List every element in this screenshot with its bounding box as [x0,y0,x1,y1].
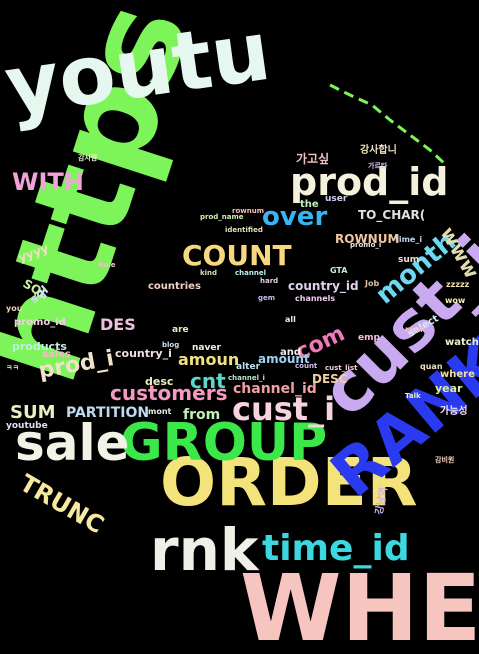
cloud-word: ROWNUM [335,232,399,246]
cloud-word: prod_name [200,213,244,221]
cloud-word: amoun [178,350,239,369]
cloud-word: channel_i [228,374,265,382]
cloud-word: identified [225,226,263,234]
cloud-word: kind [200,269,217,277]
cloud-word: products [12,340,67,353]
cloud-word: customers [110,381,227,405]
cloud-word: sales [42,349,71,360]
cloud-word: DESC [312,372,348,386]
cloud-word: where [440,369,475,380]
cloud-word: naver [192,343,221,353]
cloud-word: ㅋㅋ [6,364,19,372]
cloud-word: promo_i [350,241,381,249]
cloud-word: COUNT [182,239,292,272]
cloud-word: 가능성 [440,404,468,417]
cloud-word: hard [260,277,278,285]
cloud-word: promo_id [14,317,66,328]
cloud-word: SUM [10,402,56,423]
cloud-word: DES [100,315,136,334]
cloud-word: the [300,199,319,210]
cloud-word: 가고싶 [296,151,329,166]
cloud-word: blog [162,341,179,349]
cloud-word: count [295,362,318,370]
cloud-word: rownum [232,207,264,215]
cloud-word: WITH [12,168,84,196]
cloud-word: country_id [288,279,359,294]
cloud-word: 강사합니 [360,143,397,156]
cloud-word: Rule [98,261,116,269]
cloud-word: WHERE [240,555,479,654]
cloud-word: wow [445,296,466,305]
cloud-word: youtu [0,4,276,135]
cloud-word: GROUP [120,413,327,473]
cloud-word: channels [295,294,335,303]
cloud-word: 감사람 [78,153,98,162]
cloud-word: channel [235,269,266,277]
cloud-word: mont [148,407,172,416]
cloud-word: youtube [6,421,48,431]
cloud-word: Talk [405,392,421,400]
cloud-word: country_i [115,347,172,360]
cloud-word: 감비원 [435,455,454,464]
cloud-word: watch [445,337,479,348]
cloud-word: cust_i [232,390,335,428]
cloud-word: alter [236,362,261,372]
cloud-word: amount [258,352,310,366]
cloud-word: PARTITION [66,405,149,421]
cloud-word: 가르타 [368,161,388,170]
cloud-word: prod_id [290,160,448,204]
cloud-word: from [183,407,220,423]
cloud-word: cnt [190,369,226,393]
cloud-word: over [262,202,327,232]
cloud-word: cust_list [325,364,358,372]
cloud-word: ORDER [160,444,418,521]
cloud-word: desc [145,375,173,388]
cloud-word: rank [405,325,426,334]
cloud-word: gem [258,294,275,302]
cloud-word: year [435,382,463,395]
cloud-word: channel_id [233,381,317,397]
cloud-word: quan [420,362,443,371]
cloud-word: you [6,304,23,313]
cloud-word: and [280,347,301,358]
cloud-word: Job [364,279,379,288]
cloud-word: rnk [150,516,260,584]
cloud-word: time_id [262,528,410,569]
cloud-word: all [285,315,296,324]
cloud-word: GTA [330,266,348,275]
cloud-word: TO_CHAR( [358,208,425,223]
cloud-word: sale [15,414,130,472]
cloud-word: countries [148,281,201,292]
cloud-word: TRUNC [15,469,109,539]
cloud-word: user [325,194,348,204]
cloud-word: zzzzz [446,280,470,289]
cloud-word: emp [358,333,380,343]
cloud-word: are [172,325,189,335]
decor-dash-line [329,83,448,167]
cloud-word: sum [398,255,419,265]
cloud-word: time_i [395,235,422,244]
